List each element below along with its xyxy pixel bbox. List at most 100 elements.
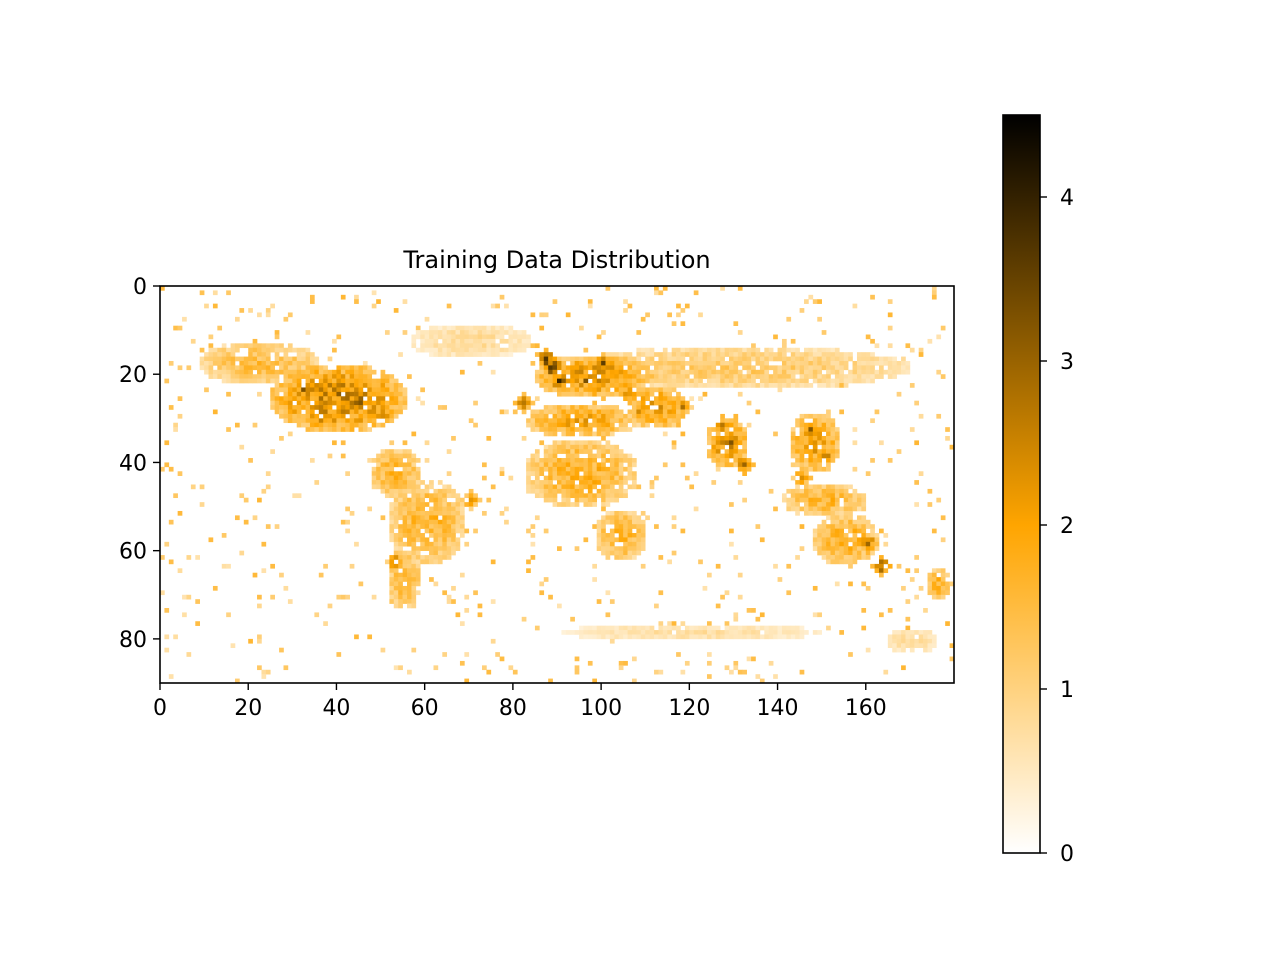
heatmap-cell — [618, 458, 624, 463]
heatmap-cell — [601, 422, 606, 428]
heatmap-cell — [570, 365, 575, 371]
heatmap-cell — [865, 537, 871, 543]
heatmap-cell — [358, 409, 364, 415]
heatmap-cell — [927, 630, 933, 635]
heatmap-cell — [671, 515, 677, 521]
heatmap-cell — [654, 365, 659, 371]
heatmap-cell — [204, 365, 209, 371]
heatmap-cell — [927, 634, 933, 640]
heatmap-cell — [265, 524, 271, 529]
heatmap-cell — [570, 422, 575, 428]
heatmap-cell — [301, 352, 306, 357]
heatmap-cell — [557, 502, 562, 507]
heatmap-cell — [270, 369, 275, 375]
heatmap-cell — [601, 405, 606, 410]
heatmap-cell — [781, 625, 787, 631]
heatmap-cell — [799, 475, 805, 481]
heatmap-cell — [424, 502, 430, 507]
heatmap-cell — [309, 383, 315, 388]
heatmap-cell — [706, 365, 712, 371]
heatmap-cell — [914, 502, 920, 507]
heatmap-cell — [570, 458, 575, 463]
heatmap-cell — [764, 630, 770, 635]
heatmap-cell — [821, 541, 827, 547]
heatmap-cell — [164, 608, 170, 613]
heatmap-cell — [790, 365, 796, 371]
heatmap-cell — [557, 422, 562, 428]
heatmap-cell — [781, 343, 787, 349]
heatmap-cell — [737, 625, 743, 631]
heatmap-cell — [534, 462, 540, 468]
heatmap-cell — [640, 347, 646, 353]
heatmap-cell — [468, 488, 474, 494]
heatmap-cell — [914, 643, 920, 649]
heatmap-cell — [645, 360, 650, 366]
heatmap-cell — [623, 488, 628, 494]
heatmap-cell — [706, 374, 712, 379]
heatmap-cell — [711, 356, 717, 362]
heatmap-cell — [649, 374, 655, 379]
heatmap-cell — [667, 369, 672, 375]
heatmap-cell — [680, 634, 686, 640]
heatmap-cell — [371, 422, 377, 428]
heatmap-cell — [830, 369, 836, 375]
heatmap-cell — [786, 360, 792, 366]
heatmap-cell — [821, 449, 827, 454]
heatmap-cell — [332, 440, 337, 446]
heatmap-cell — [830, 559, 836, 565]
heatmap-cell — [821, 484, 827, 490]
heatmap-cell — [940, 515, 946, 521]
heatmap-cell — [574, 427, 580, 432]
heatmap-cell — [234, 316, 240, 322]
heatmap-cell — [464, 330, 470, 335]
heatmap-cell — [332, 400, 337, 406]
heatmap-cell — [733, 435, 739, 441]
heatmap-cell — [451, 599, 456, 604]
heatmap-cell — [830, 502, 836, 507]
heatmap-cell — [583, 458, 589, 463]
heatmap-cell — [821, 502, 827, 507]
heatmap-cell — [790, 502, 796, 507]
heatmap-cell — [852, 533, 858, 538]
heatmap-cell — [495, 303, 500, 309]
heatmap-cell — [848, 550, 853, 556]
heatmap-cell — [570, 630, 575, 635]
heatmap-cell — [296, 387, 302, 393]
heatmap-cell — [442, 515, 448, 521]
heatmap-cell — [534, 488, 540, 494]
heatmap-cell — [570, 374, 575, 379]
heatmap-cell — [579, 497, 584, 503]
heatmap-cell — [411, 462, 417, 468]
heatmap-cell — [671, 440, 677, 446]
heatmap-cell — [733, 449, 739, 454]
heatmap-cell — [623, 391, 628, 397]
heatmap-cell — [296, 396, 302, 401]
heatmap-cell — [173, 493, 178, 499]
heatmap-cell — [583, 630, 589, 635]
heatmap-cell — [759, 352, 765, 357]
heatmap-cell — [742, 471, 747, 476]
heatmap-cell — [658, 418, 664, 424]
heatmap-cell — [720, 352, 725, 357]
heatmap-cell — [318, 378, 324, 384]
heatmap-cell — [799, 471, 805, 476]
heatmap-cell — [407, 471, 412, 476]
heatmap-cell — [874, 533, 880, 538]
heatmap-cell — [309, 391, 315, 397]
heatmap-cell — [296, 369, 302, 375]
heatmap-cell — [168, 674, 174, 679]
heatmap-cell — [883, 568, 889, 574]
heatmap-cell — [270, 387, 275, 393]
heatmap-cell — [517, 347, 523, 353]
heatmap-cell — [274, 352, 280, 357]
heatmap-cell — [614, 634, 620, 640]
heatmap-cell — [565, 484, 571, 490]
heatmap-cell — [768, 660, 774, 666]
heatmap-cell — [852, 559, 858, 565]
heatmap-cell — [477, 343, 483, 349]
heatmap-cell — [446, 325, 452, 331]
heatmap-cell — [543, 458, 549, 463]
heatmap-cell — [265, 374, 271, 379]
heatmap-cell — [918, 347, 924, 353]
heatmap-cell — [905, 343, 911, 349]
